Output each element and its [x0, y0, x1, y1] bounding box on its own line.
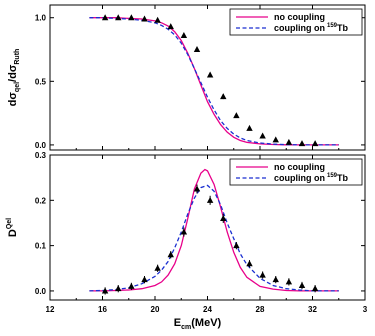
data-point — [311, 140, 319, 147]
data-point — [180, 32, 188, 39]
y-tick-label: 1.0 — [35, 14, 47, 23]
data-point — [193, 185, 201, 192]
x-axis-label-unit: (MeV) — [191, 317, 221, 329]
series-line-coupling — [89, 184, 339, 292]
data-point — [285, 138, 293, 145]
y-axis-label-main: D — [7, 229, 19, 237]
y-tick-label: 0.0 — [35, 287, 47, 296]
x-tick-label: 16 — [98, 305, 107, 314]
x-tick-label: 24 — [203, 305, 212, 314]
x-tick-label: 12 — [46, 305, 55, 314]
y-tick-label: 0.5 — [35, 77, 47, 86]
data-point — [167, 23, 174, 30]
data-point — [115, 285, 122, 292]
y-axis-label-sup: Qel — [6, 218, 13, 229]
data-point — [141, 276, 148, 283]
data-point — [246, 124, 253, 131]
legend-label-suffix: Tb — [337, 23, 348, 33]
legend-label-sup: 159 — [327, 173, 338, 179]
data-point — [259, 132, 266, 139]
x-tick-label: 32 — [308, 305, 317, 314]
data-point — [193, 46, 201, 53]
x-axis-label: Ecm(MeV) — [174, 317, 222, 331]
data-point — [272, 136, 279, 143]
y-axis-label-sub2: Ruth — [14, 49, 21, 65]
legend-box — [229, 8, 363, 36]
data-point — [141, 15, 148, 22]
data-point — [101, 14, 109, 21]
data-point — [220, 93, 227, 100]
y-tick-label: 0.1 — [35, 242, 47, 251]
legend-box — [229, 158, 363, 186]
data-point — [206, 71, 214, 78]
y-axis-label-mid: /dσ — [7, 64, 19, 82]
legend-label-text: coupling on — [274, 23, 325, 33]
data-point — [220, 214, 227, 221]
data-point — [167, 251, 174, 258]
series-line-coupling — [89, 17, 339, 146]
legend-label: coupling on 159Tb — [274, 173, 349, 183]
chart-panel-bottom: 12 16 20 24 28 32 3 0.0 0.1 0.2 0.3 no couplingcoup… — [6, 151, 368, 331]
data-point — [246, 260, 253, 267]
x-axis-label-main: E — [174, 317, 181, 329]
x-tick-label: 20 — [151, 305, 160, 314]
legend-label-text: no coupling — [274, 162, 325, 172]
x-tick-label: 28 — [256, 305, 265, 314]
y-axis-label: dσqel/dσRuth — [7, 49, 21, 107]
data-point — [272, 276, 279, 283]
data-point — [233, 242, 240, 249]
data-point — [298, 282, 306, 288]
y-tick-label: 0.3 — [35, 151, 47, 160]
y-axis-label-sub: qel — [14, 82, 21, 92]
data-point — [115, 14, 122, 21]
legend-label: no coupling — [274, 12, 325, 22]
data-point — [128, 14, 135, 21]
legend-label: no coupling — [274, 162, 325, 172]
data-point — [285, 278, 293, 285]
data-point — [180, 228, 188, 235]
data-point — [154, 264, 161, 271]
data-point — [233, 112, 240, 119]
x-tick-label: 3 — [363, 305, 368, 314]
y-tick-label: 0.2 — [35, 196, 47, 205]
legend-label-text: no coupling — [274, 12, 325, 22]
y-axis-label-main: dσ — [7, 92, 19, 107]
legend-label-sup: 159 — [327, 23, 338, 29]
x-axis-label-sub: cm — [181, 324, 191, 331]
legend-label-suffix: Tb — [337, 173, 348, 183]
data-point — [128, 282, 135, 289]
data-point — [206, 196, 214, 203]
series-line-no-coupling — [89, 168, 339, 292]
data-point — [311, 285, 319, 292]
y-tick-label: 0.0 — [35, 141, 47, 150]
data-point — [101, 287, 109, 294]
legend-label-text: coupling on — [274, 173, 325, 183]
data-point — [298, 140, 306, 147]
data-point — [259, 271, 266, 278]
data-point — [154, 16, 161, 23]
y-axis-label: DQel — [6, 218, 19, 237]
legend-label: coupling on 159Tb — [274, 23, 349, 33]
series-line-no-coupling — [89, 17, 339, 146]
